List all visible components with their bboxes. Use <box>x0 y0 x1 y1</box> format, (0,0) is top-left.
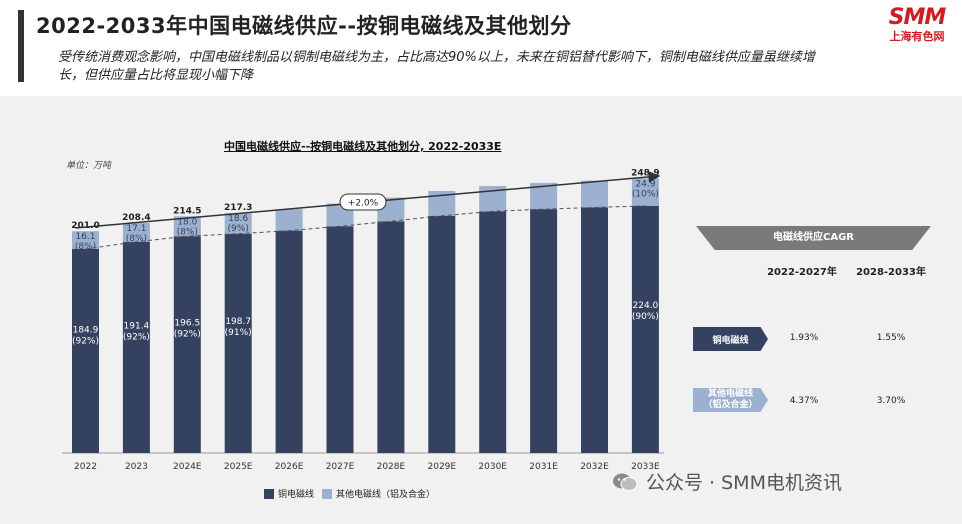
watermark: 公众号 · SMM电机资讯 <box>612 468 842 495</box>
bar-copper-2032E <box>581 207 608 453</box>
bar-copper-2031E <box>530 209 558 453</box>
x-tick-2032E: 2032E <box>580 462 609 472</box>
logo-subtext: 上海有色网 <box>889 30 945 43</box>
total-2023: 208.4 <box>122 213 150 223</box>
cagr-other-2028-2033: 3.70% <box>876 396 906 406</box>
bar-other-2025E <box>224 213 252 234</box>
bar-copper-2028E <box>377 221 405 453</box>
cagr-table-title: 电磁线供应CAGR <box>696 226 931 250</box>
legend-other: 其他电磁线（铝及合金） <box>322 487 435 500</box>
x-tick-2028E: 2028E <box>377 462 406 472</box>
bar-other-2023 <box>122 222 150 242</box>
pct-copper-2023: (92%) <box>123 333 150 343</box>
pct-other-2024E: (8%) <box>177 227 198 237</box>
cagr-col-2022-2027: 2022-2027年 <box>767 267 837 278</box>
x-tick-2030E: 2030E <box>478 462 507 472</box>
x-tick-2029E: 2029E <box>428 462 457 472</box>
label-other-2033E: 24.9 <box>635 179 655 189</box>
legend-copper-swatch <box>264 488 274 499</box>
x-tick-2027E: 2027E <box>326 462 355 472</box>
bar-other-2022 <box>72 231 99 249</box>
bar-copper-2029E <box>428 215 456 453</box>
legend-other-swatch <box>322 488 332 499</box>
cagr-copper-2028-2033: 1.55% <box>876 333 906 343</box>
cagr-row-other-label-line1: 其他电磁线 <box>707 389 753 399</box>
total-2024E: 214.5 <box>173 206 201 216</box>
logo-text: SMM <box>888 5 947 30</box>
pct-other-2022: (8%) <box>75 242 96 252</box>
pct-copper-2024E: (92%) <box>174 329 201 339</box>
page-title: 2022-2033年中国电磁线供应--按铜电磁线及其他划分 <box>36 14 572 38</box>
cagr-row-other-label: 其他电磁线 （铝及合金） <box>693 388 768 412</box>
label-other-2023: 17.1 <box>126 224 146 234</box>
cagr-label: +2.0% <box>348 199 379 209</box>
bar-copper-2025E <box>224 233 252 453</box>
pct-other-2023: (8%) <box>126 234 147 244</box>
page-subtitle: 受传统消费观念影响，中国电磁线制品以铜制电磁线为主，占比高达90%以上，未来在铜… <box>58 50 815 83</box>
watermark-text: 公众号 · SMM电机资讯 <box>646 472 842 494</box>
label-copper-2025E: 198.7 <box>225 317 251 327</box>
pct-copper-2033E: (90%) <box>632 312 659 322</box>
cagr-bubble <box>339 193 387 211</box>
total-2033E: 248.9 <box>631 168 659 178</box>
label-other-2022: 16.1 <box>75 232 95 242</box>
x-tick-2025E: 2025E <box>224 462 253 472</box>
pct-copper-2025E: (91%) <box>225 328 252 338</box>
chart-title: 中国电磁线供应--按铜电磁线及其他划分, 2022-2033E <box>224 140 502 153</box>
label-copper-2033E: 224.0 <box>633 301 659 311</box>
bar-copper-2023 <box>122 241 150 453</box>
x-tick-2031E: 2031E <box>529 462 558 472</box>
pct-other-2025E: (9%) <box>228 224 249 234</box>
label-copper-2022: 184.9 <box>73 326 99 336</box>
cagr-copper-2022-2027: 1.93% <box>789 333 819 343</box>
header-accent-bar <box>18 10 24 82</box>
cagr-col-2028-2033: 2028-2033年 <box>856 267 926 278</box>
x-tick-2024E: 2024E <box>173 462 202 472</box>
bar-other-2033E <box>631 178 659 206</box>
cagr-row-other-label-line2: （铝及合金） <box>703 400 758 410</box>
pct-copper-2022: (92%) <box>72 337 99 347</box>
bar-other-2032E <box>581 180 608 208</box>
bar-other-2026E <box>275 209 303 231</box>
x-tick-2026E: 2026E <box>275 462 304 472</box>
bar-copper-2030E <box>479 211 507 453</box>
bar-other-2024E <box>173 216 201 237</box>
bar-copper-2026E <box>275 230 303 453</box>
cagr-row-copper-label: 铜电磁线 <box>693 327 768 351</box>
x-tick-2023: 2023 <box>125 462 148 472</box>
x-tick-2033E: 2033E <box>631 462 660 472</box>
copper-trend-line <box>85 205 646 250</box>
total-2025E: 217.3 <box>224 203 252 213</box>
label-other-2024E: 18.0 <box>177 217 197 227</box>
bar-copper-2022 <box>72 248 99 453</box>
legend-copper: 铜电磁线 <box>264 487 314 500</box>
wechat-icon <box>612 472 638 492</box>
label-copper-2023: 191.4 <box>124 322 150 332</box>
bar-copper-2024E <box>173 236 201 453</box>
bar-copper-2033E <box>631 205 659 453</box>
pct-other-2033E: (10%) <box>632 189 659 199</box>
bar-copper-2027E <box>326 226 354 453</box>
label-copper-2024E: 196.5 <box>174 318 200 328</box>
legend-other-label: 其他电磁线（铝及合金） <box>336 490 436 500</box>
unit-label: 单位：万吨 <box>66 161 112 171</box>
smm-logo: SMM 上海有色网 <box>882 5 952 44</box>
label-other-2025E: 18.6 <box>228 214 248 224</box>
x-tick-2022: 2022 <box>74 462 97 472</box>
total-2022: 201.0 <box>71 221 99 231</box>
cagr-other-2022-2027: 4.37% <box>789 396 819 406</box>
legend-copper-label: 铜电磁线 <box>278 490 315 500</box>
